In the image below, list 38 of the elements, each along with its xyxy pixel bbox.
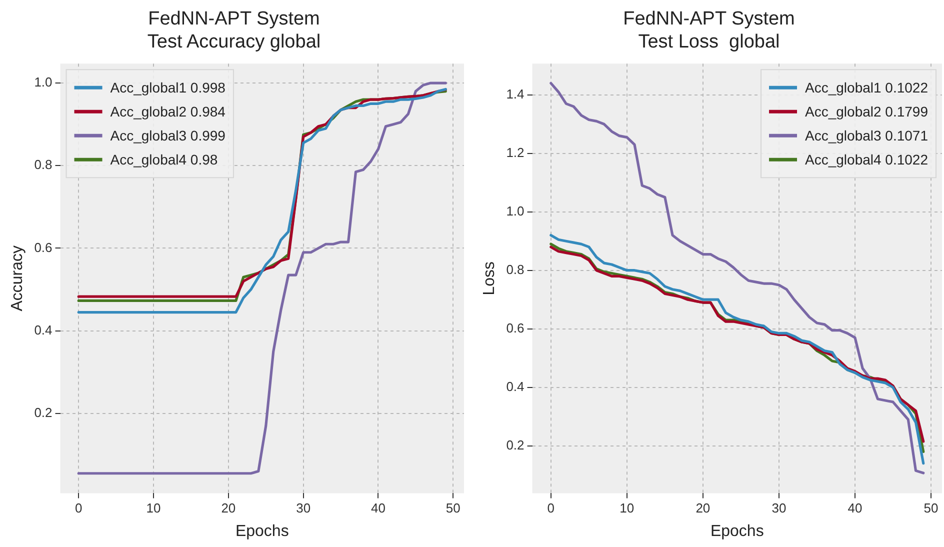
y-tick-label: 0.8 (34, 157, 52, 172)
chart-title: FedNN-APT System Test Accuracy global (147, 8, 321, 52)
chart-title: FedNN-APT System Test Loss global (623, 8, 795, 52)
y-tick-label: 0.4 (34, 322, 52, 338)
legend-label: Acc_global4 0.1022 (805, 151, 928, 168)
y-tick-label: 1.0 (506, 203, 524, 218)
y-axis-title: Accuracy (9, 246, 26, 312)
legend-label: Acc_global3 0.999 (110, 127, 226, 144)
y-tick-label: 0.6 (506, 320, 524, 336)
legend-label: Acc_global2 0.984 (110, 103, 226, 120)
x-tick-label: 30 (772, 500, 786, 516)
y-tick-label: 0.2 (34, 405, 52, 420)
legend-label: Acc_global3 0.1071 (805, 127, 928, 144)
x-tick-label: 0 (547, 500, 555, 516)
x-tick-label: 20 (696, 500, 710, 516)
y-axis-title: Loss (481, 262, 498, 296)
x-tick-label: 40 (848, 500, 862, 516)
y-tick-label: 0.8 (506, 262, 524, 277)
x-tick-label: 20 (221, 500, 236, 516)
legend-label: Acc_global2 0.1799 (805, 103, 928, 120)
y-tick-label: 0.6 (34, 240, 52, 255)
x-tick-label: 0 (75, 500, 82, 516)
x-tick-label: 40 (371, 500, 386, 516)
x-tick-label: 50 (446, 500, 460, 516)
x-axis-title: Epochs (710, 522, 764, 540)
x-axis-title: Epochs (235, 522, 289, 540)
legend-label: Acc_global4 0.98 (110, 151, 218, 168)
legend-label: Acc_global1 0.998 (110, 79, 226, 96)
x-tick-label: 50 (924, 500, 938, 516)
x-tick-label: 10 (620, 500, 634, 516)
y-tick-label: 0.4 (506, 378, 524, 394)
x-tick-label: 30 (296, 500, 311, 516)
legend-label: Acc_global1 0.1022 (805, 79, 928, 96)
y-tick-label: 1.2 (506, 144, 524, 160)
x-tick-label: 10 (146, 500, 161, 516)
y-tick-label: 1.0 (34, 74, 52, 90)
y-tick-label: 0.2 (506, 437, 524, 452)
y-tick-label: 1.4 (506, 86, 524, 102)
